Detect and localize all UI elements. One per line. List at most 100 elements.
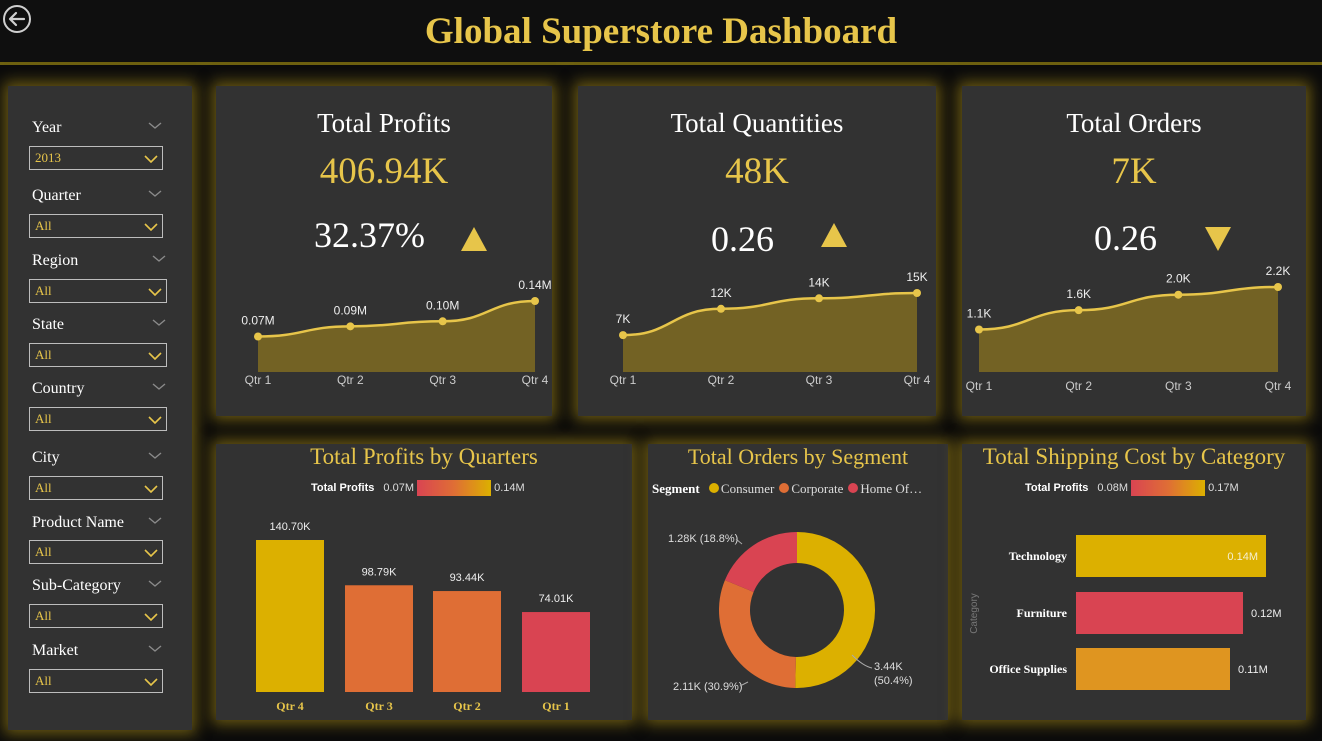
legend-max: 0.17M: [1208, 481, 1239, 494]
filter-clear-chevron-icon[interactable]: [152, 383, 166, 391]
x-tick-label: Qtr 3: [365, 699, 392, 713]
legend-item[interactable]: Consumer: [720, 481, 775, 496]
kpi-title: Total Profits: [317, 108, 451, 138]
donut-slice[interactable]: [724, 532, 797, 592]
filter-dropdown[interactable]: 2013: [29, 146, 163, 170]
sparkline-area: [623, 293, 917, 372]
gradient-legend: Total Profits 0.07M 0.14M: [311, 480, 525, 496]
x-tick-label: Qtr 1: [245, 373, 272, 387]
sparkline-point[interactable]: [1174, 290, 1183, 299]
filter-dropdown[interactable]: All: [29, 214, 163, 238]
kpi-title: Total Orders: [1066, 108, 1202, 138]
chart-title: Total Orders by Segment: [687, 444, 909, 469]
data-label: 3.44K: [874, 661, 903, 673]
legend-title: Total Profits: [311, 481, 375, 494]
sparkline-point[interactable]: [1274, 283, 1282, 291]
legend-item[interactable]: Corporate: [791, 481, 844, 496]
filter-clear-chevron-icon[interactable]: [148, 517, 162, 525]
filter-dropdown[interactable]: All: [29, 476, 163, 500]
back-arrow-icon[interactable]: [2, 4, 32, 34]
donut-slice[interactable]: [719, 580, 796, 688]
filter-dropdown[interactable]: All: [29, 279, 167, 303]
horizontal-bar-chart: 0.14M Technology 0.12M Furniture 0.11M Office…: [989, 535, 1282, 690]
profits-by-quarter-card: Total Profits by Quarters Total Profits …: [216, 444, 632, 720]
kpi-value: 7K: [1111, 151, 1157, 192]
bar[interactable]: [433, 591, 501, 692]
gradient-legend: Total Profits 0.08M 0.17M: [1025, 480, 1239, 496]
filter-dropdown[interactable]: All: [29, 407, 167, 431]
x-tick-label: Qtr 2: [453, 699, 480, 713]
y-tick-label: Office Supplies: [989, 662, 1067, 676]
x-tick-label: Qtr 4: [904, 373, 931, 387]
x-tick-label: Qtr 3: [806, 373, 833, 387]
filter-clear-chevron-icon[interactable]: [152, 319, 166, 327]
filter-label: Product Name: [32, 514, 124, 531]
donut-slice[interactable]: [795, 532, 876, 688]
filter-clear-chevron-icon[interactable]: [148, 452, 162, 460]
chevron-down-icon: [148, 352, 162, 360]
chevron-down-icon: [148, 416, 162, 424]
legend-gradient: [1131, 480, 1206, 496]
sparkline-point[interactable]: [254, 332, 262, 341]
filter-value: All: [35, 218, 52, 233]
legend-min: 0.08M: [1097, 481, 1128, 494]
sparkline-point[interactable]: [975, 325, 983, 334]
chevron-down-icon: [144, 223, 158, 231]
filter-clear-chevron-icon[interactable]: [148, 190, 162, 198]
kpi-change: 0.26: [1094, 218, 1157, 258]
filter-clear-chevron-icon[interactable]: [148, 580, 162, 588]
x-tick-label: Qtr 3: [429, 373, 456, 387]
data-label: 0.14M: [1227, 551, 1258, 563]
sparkline-area: [979, 287, 1278, 372]
bar[interactable]: [345, 585, 413, 692]
data-label: 0.10M: [426, 298, 459, 312]
sparkline-point[interactable]: [815, 294, 823, 303]
legend-gradient: [417, 480, 492, 496]
sparkline-point[interactable]: [913, 289, 921, 297]
filter-dropdown[interactable]: All: [29, 343, 167, 367]
filter-label: City: [32, 449, 60, 466]
leader-line: [739, 681, 749, 687]
filter-dropdown[interactable]: All: [29, 604, 163, 628]
filter-dropdown[interactable]: All: [29, 669, 163, 693]
legend-title: Total Profits: [1025, 481, 1089, 494]
chevron-down-icon: [144, 485, 158, 493]
chevron-down-icon: [148, 288, 162, 296]
sparkline-point[interactable]: [619, 331, 627, 340]
y-tick-label: Technology: [1009, 549, 1067, 563]
sparkline-point[interactable]: [1074, 306, 1083, 315]
x-tick-label: Qtr 4: [522, 373, 549, 387]
sparkline-point[interactable]: [438, 317, 447, 326]
legend-title: Segment: [652, 481, 700, 496]
kpi-title: Total Quantities: [670, 108, 844, 138]
sparkline-point[interactable]: [531, 297, 539, 305]
data-label: 0.12M: [1251, 608, 1282, 620]
bar[interactable]: [256, 540, 324, 692]
filter-clear-chevron-icon[interactable]: [152, 255, 166, 263]
chart-title: Total Shipping Cost by Category: [982, 444, 1286, 469]
filter-clear-chevron-icon[interactable]: [148, 122, 162, 130]
trend-up-icon: [821, 223, 847, 247]
chevron-down-icon: [144, 549, 158, 557]
x-tick-label: Qtr 2: [708, 373, 735, 387]
shipping-by-category-card: Total Shipping Cost by Category Total Pr…: [962, 444, 1306, 720]
sparkline-point[interactable]: [346, 322, 355, 331]
data-label: 0.09M: [334, 303, 367, 317]
bar[interactable]: [1076, 592, 1243, 634]
sparkline-point[interactable]: [717, 304, 725, 313]
sparkline-line: [622, 291, 918, 337]
x-tick-label: Qtr 2: [1065, 379, 1092, 393]
leader-line: [735, 538, 743, 545]
bar[interactable]: [1076, 535, 1266, 577]
bar[interactable]: [522, 612, 590, 692]
chevron-down-icon: [144, 155, 158, 163]
data-label: 140.70K: [270, 521, 312, 533]
filter-value: All: [35, 283, 52, 298]
bar[interactable]: [1076, 648, 1230, 690]
legend-min: 0.07M: [383, 481, 414, 494]
data-label: 7K: [616, 312, 631, 326]
legend-item[interactable]: Home Of…: [860, 481, 923, 496]
filter-clear-chevron-icon[interactable]: [148, 645, 162, 653]
filter-dropdown[interactable]: All: [29, 540, 163, 564]
data-label: 1.1K: [967, 307, 992, 321]
